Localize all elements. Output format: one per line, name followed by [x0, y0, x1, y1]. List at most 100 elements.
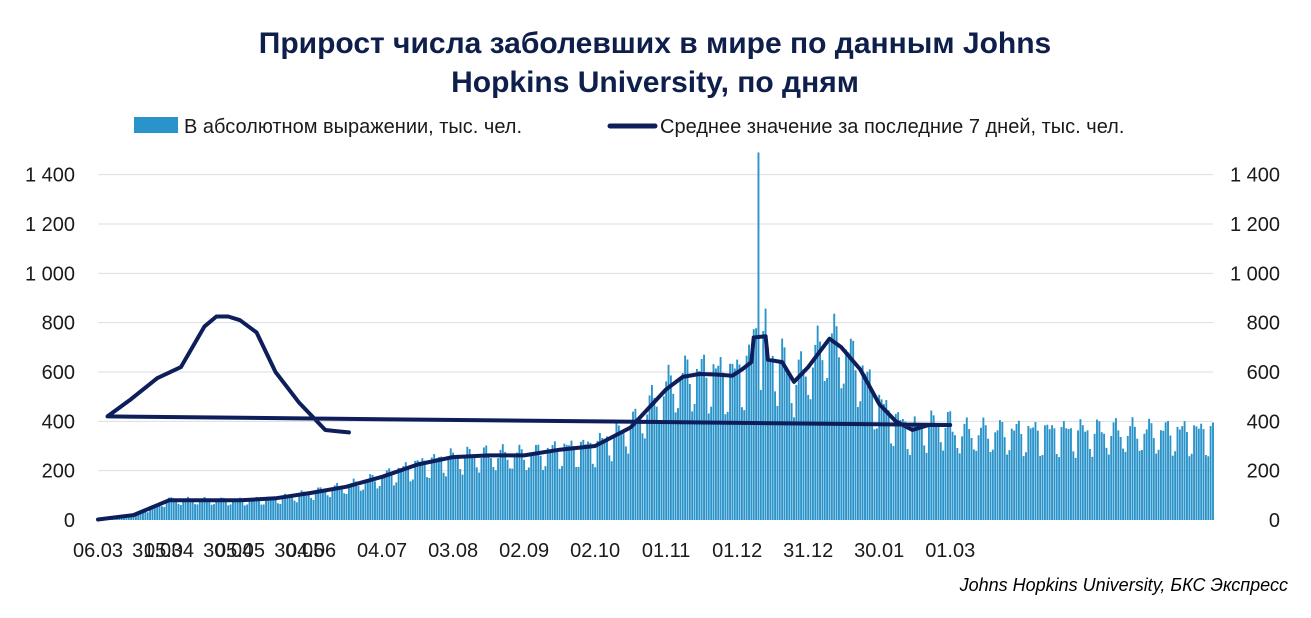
daily-bar: [828, 342, 831, 520]
y-tick-label-right: 1 000: [1230, 263, 1280, 285]
daily-bar: [627, 453, 630, 520]
daily-bar: [423, 460, 426, 520]
average-line-layer: [96, 314, 953, 522]
daily-bar: [416, 460, 419, 520]
daily-bar: [542, 469, 544, 520]
daily-bar: [939, 442, 942, 520]
daily-bar: [215, 500, 218, 520]
daily-bar: [653, 397, 656, 520]
daily-bar: [388, 468, 391, 520]
x-tick-label: 01.12: [712, 540, 762, 562]
daily-bar: [397, 467, 400, 520]
daily-bar: [217, 499, 220, 520]
daily-bar: [426, 477, 428, 520]
daily-bar: [1204, 455, 1207, 520]
daily-bar: [248, 498, 251, 520]
daily-bar: [454, 456, 457, 520]
daily-bar: [383, 475, 386, 520]
daily-bar: [1029, 428, 1032, 520]
daily-bar: [390, 474, 393, 520]
daily-bar: [1051, 425, 1053, 520]
daily-bar: [463, 456, 466, 520]
daily-bar: [253, 498, 256, 520]
daily-bar: [717, 365, 720, 520]
daily-bar: [991, 449, 994, 520]
daily-bar: [165, 501, 168, 520]
daily-bar: [774, 391, 776, 520]
daily-bar: [1039, 455, 1042, 520]
y-tick-label-left: 1 200: [25, 214, 75, 236]
daily-bar: [565, 444, 568, 520]
daily-bar: [1181, 426, 1184, 520]
daily-bar: [579, 441, 582, 520]
daily-bar: [1197, 428, 1200, 520]
daily-bar: [970, 437, 973, 520]
daily-bar: [1098, 421, 1101, 520]
daily-bar: [430, 457, 433, 520]
daily-bar: [1150, 423, 1153, 520]
chart-title-line-1: Прирост числа заболевших в мире по данны…: [259, 27, 1051, 60]
daily-bar: [762, 331, 765, 520]
y-tick-label-right: 400: [1247, 411, 1280, 433]
daily-bar: [224, 501, 227, 520]
daily-bar: [194, 504, 196, 520]
daily-bar: [485, 445, 488, 520]
daily-bar: [134, 513, 137, 520]
daily-bar: [385, 470, 388, 520]
daily-bar: [433, 454, 436, 520]
daily-bar: [220, 497, 223, 520]
daily-bar: [897, 412, 900, 520]
daily-bar: [736, 359, 739, 520]
daily-bar: [658, 420, 660, 520]
daily-bar: [1152, 438, 1155, 520]
daily-bar: [1157, 449, 1160, 520]
daily-bar: [1103, 433, 1106, 520]
daily-bar: [954, 435, 956, 520]
daily-bar: [615, 421, 618, 520]
daily-bar: [142, 510, 144, 520]
daily-bar: [769, 358, 772, 520]
daily-bar: [1115, 418, 1117, 520]
daily-bar: [918, 425, 921, 520]
daily-bar: [1131, 417, 1134, 520]
daily-bar: [582, 439, 585, 520]
daily-bar: [977, 435, 980, 520]
daily-bar: [802, 369, 805, 520]
daily-bar: [310, 497, 312, 520]
daily-bar: [428, 478, 431, 520]
daily-bar: [1091, 456, 1094, 520]
x-tick-label: 01.03: [925, 540, 975, 562]
daily-bar: [925, 452, 928, 520]
x-tick-label: 30.05: [274, 540, 324, 562]
legend-line-label: Среднее значение за последние 7 дней, ты…: [660, 116, 1124, 138]
daily-bar: [984, 425, 987, 520]
daily-bar: [255, 496, 258, 520]
daily-bar: [963, 423, 966, 520]
daily-bar: [641, 433, 644, 520]
daily-bar: [132, 514, 135, 520]
daily-bar: [722, 372, 724, 520]
daily-bar: [790, 403, 793, 520]
daily-bar: [1077, 430, 1080, 520]
daily-bar: [1110, 436, 1113, 520]
daily-bar: [1159, 430, 1162, 520]
daily-bar: [883, 403, 885, 520]
daily-bar: [1148, 418, 1151, 520]
daily-bar: [854, 370, 857, 520]
daily-bar: [968, 428, 971, 520]
daily-bar: [130, 516, 133, 520]
daily-bar: [1183, 421, 1186, 520]
daily-bar: [210, 504, 213, 520]
daily-bar: [449, 448, 452, 520]
daily-bar: [205, 498, 208, 520]
daily-bar: [1062, 421, 1065, 520]
daily-bar: [369, 474, 372, 520]
daily-bar: [1212, 422, 1214, 520]
daily-bar: [1162, 430, 1165, 520]
daily-bar: [532, 452, 535, 520]
daily-bars: [97, 152, 1214, 520]
daily-bar: [395, 482, 398, 520]
daily-bar: [899, 420, 902, 520]
daily-bar: [693, 403, 696, 520]
